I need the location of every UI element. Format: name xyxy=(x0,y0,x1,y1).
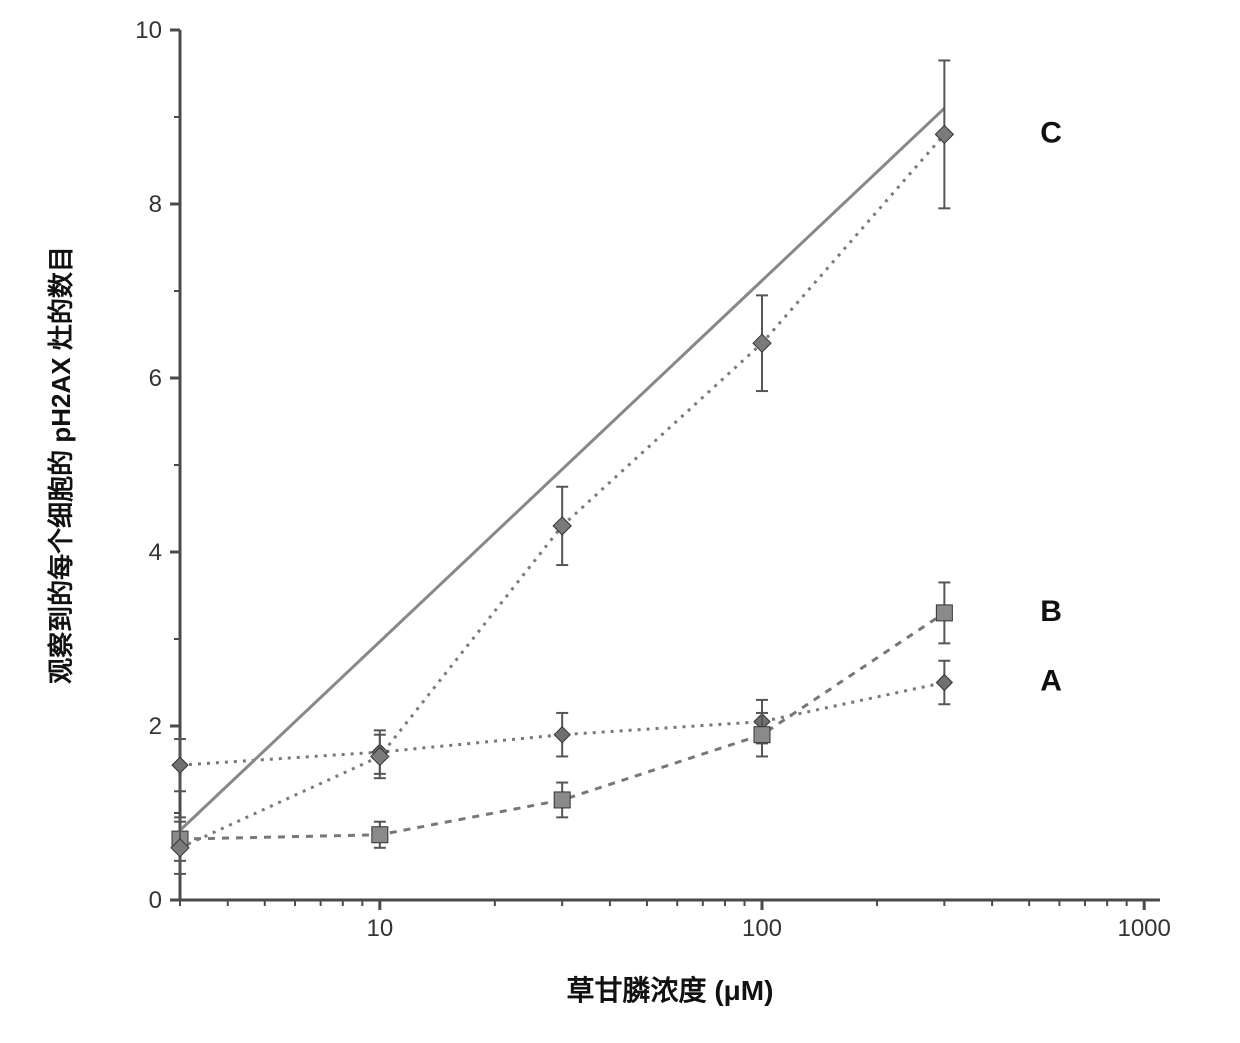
svg-text:100: 100 xyxy=(742,915,782,942)
x-axis-label: 草甘膦浓度 (μM) xyxy=(567,975,774,1006)
svg-text:10: 10 xyxy=(135,17,162,44)
svg-text:10: 10 xyxy=(366,915,393,942)
chart-svg: 0 2 4 6 8 10 10 100 1000 观察到的每个细胞的 pH2AX 灶的数目草甘膦浓… xyxy=(0,0,1240,1043)
series-label-A: A xyxy=(1040,665,1062,698)
series-label-B: B xyxy=(1040,595,1062,628)
series-label-C: C xyxy=(1040,116,1062,149)
chart-container: 0 2 4 6 8 10 10 100 1000 观察到的每个细胞的 pH2AX 灶的数目草甘膦浓… xyxy=(0,0,1240,1043)
svg-text:8: 8 xyxy=(149,191,162,218)
svg-text:6: 6 xyxy=(149,365,162,392)
y-axis-label: 观察到的每个细胞的 pH2AX 灶的数目 xyxy=(46,246,76,684)
svg-text:4: 4 xyxy=(149,539,162,566)
svg-text:0: 0 xyxy=(149,887,162,914)
svg-text:1000: 1000 xyxy=(1117,915,1170,942)
svg-text:2: 2 xyxy=(149,713,162,740)
